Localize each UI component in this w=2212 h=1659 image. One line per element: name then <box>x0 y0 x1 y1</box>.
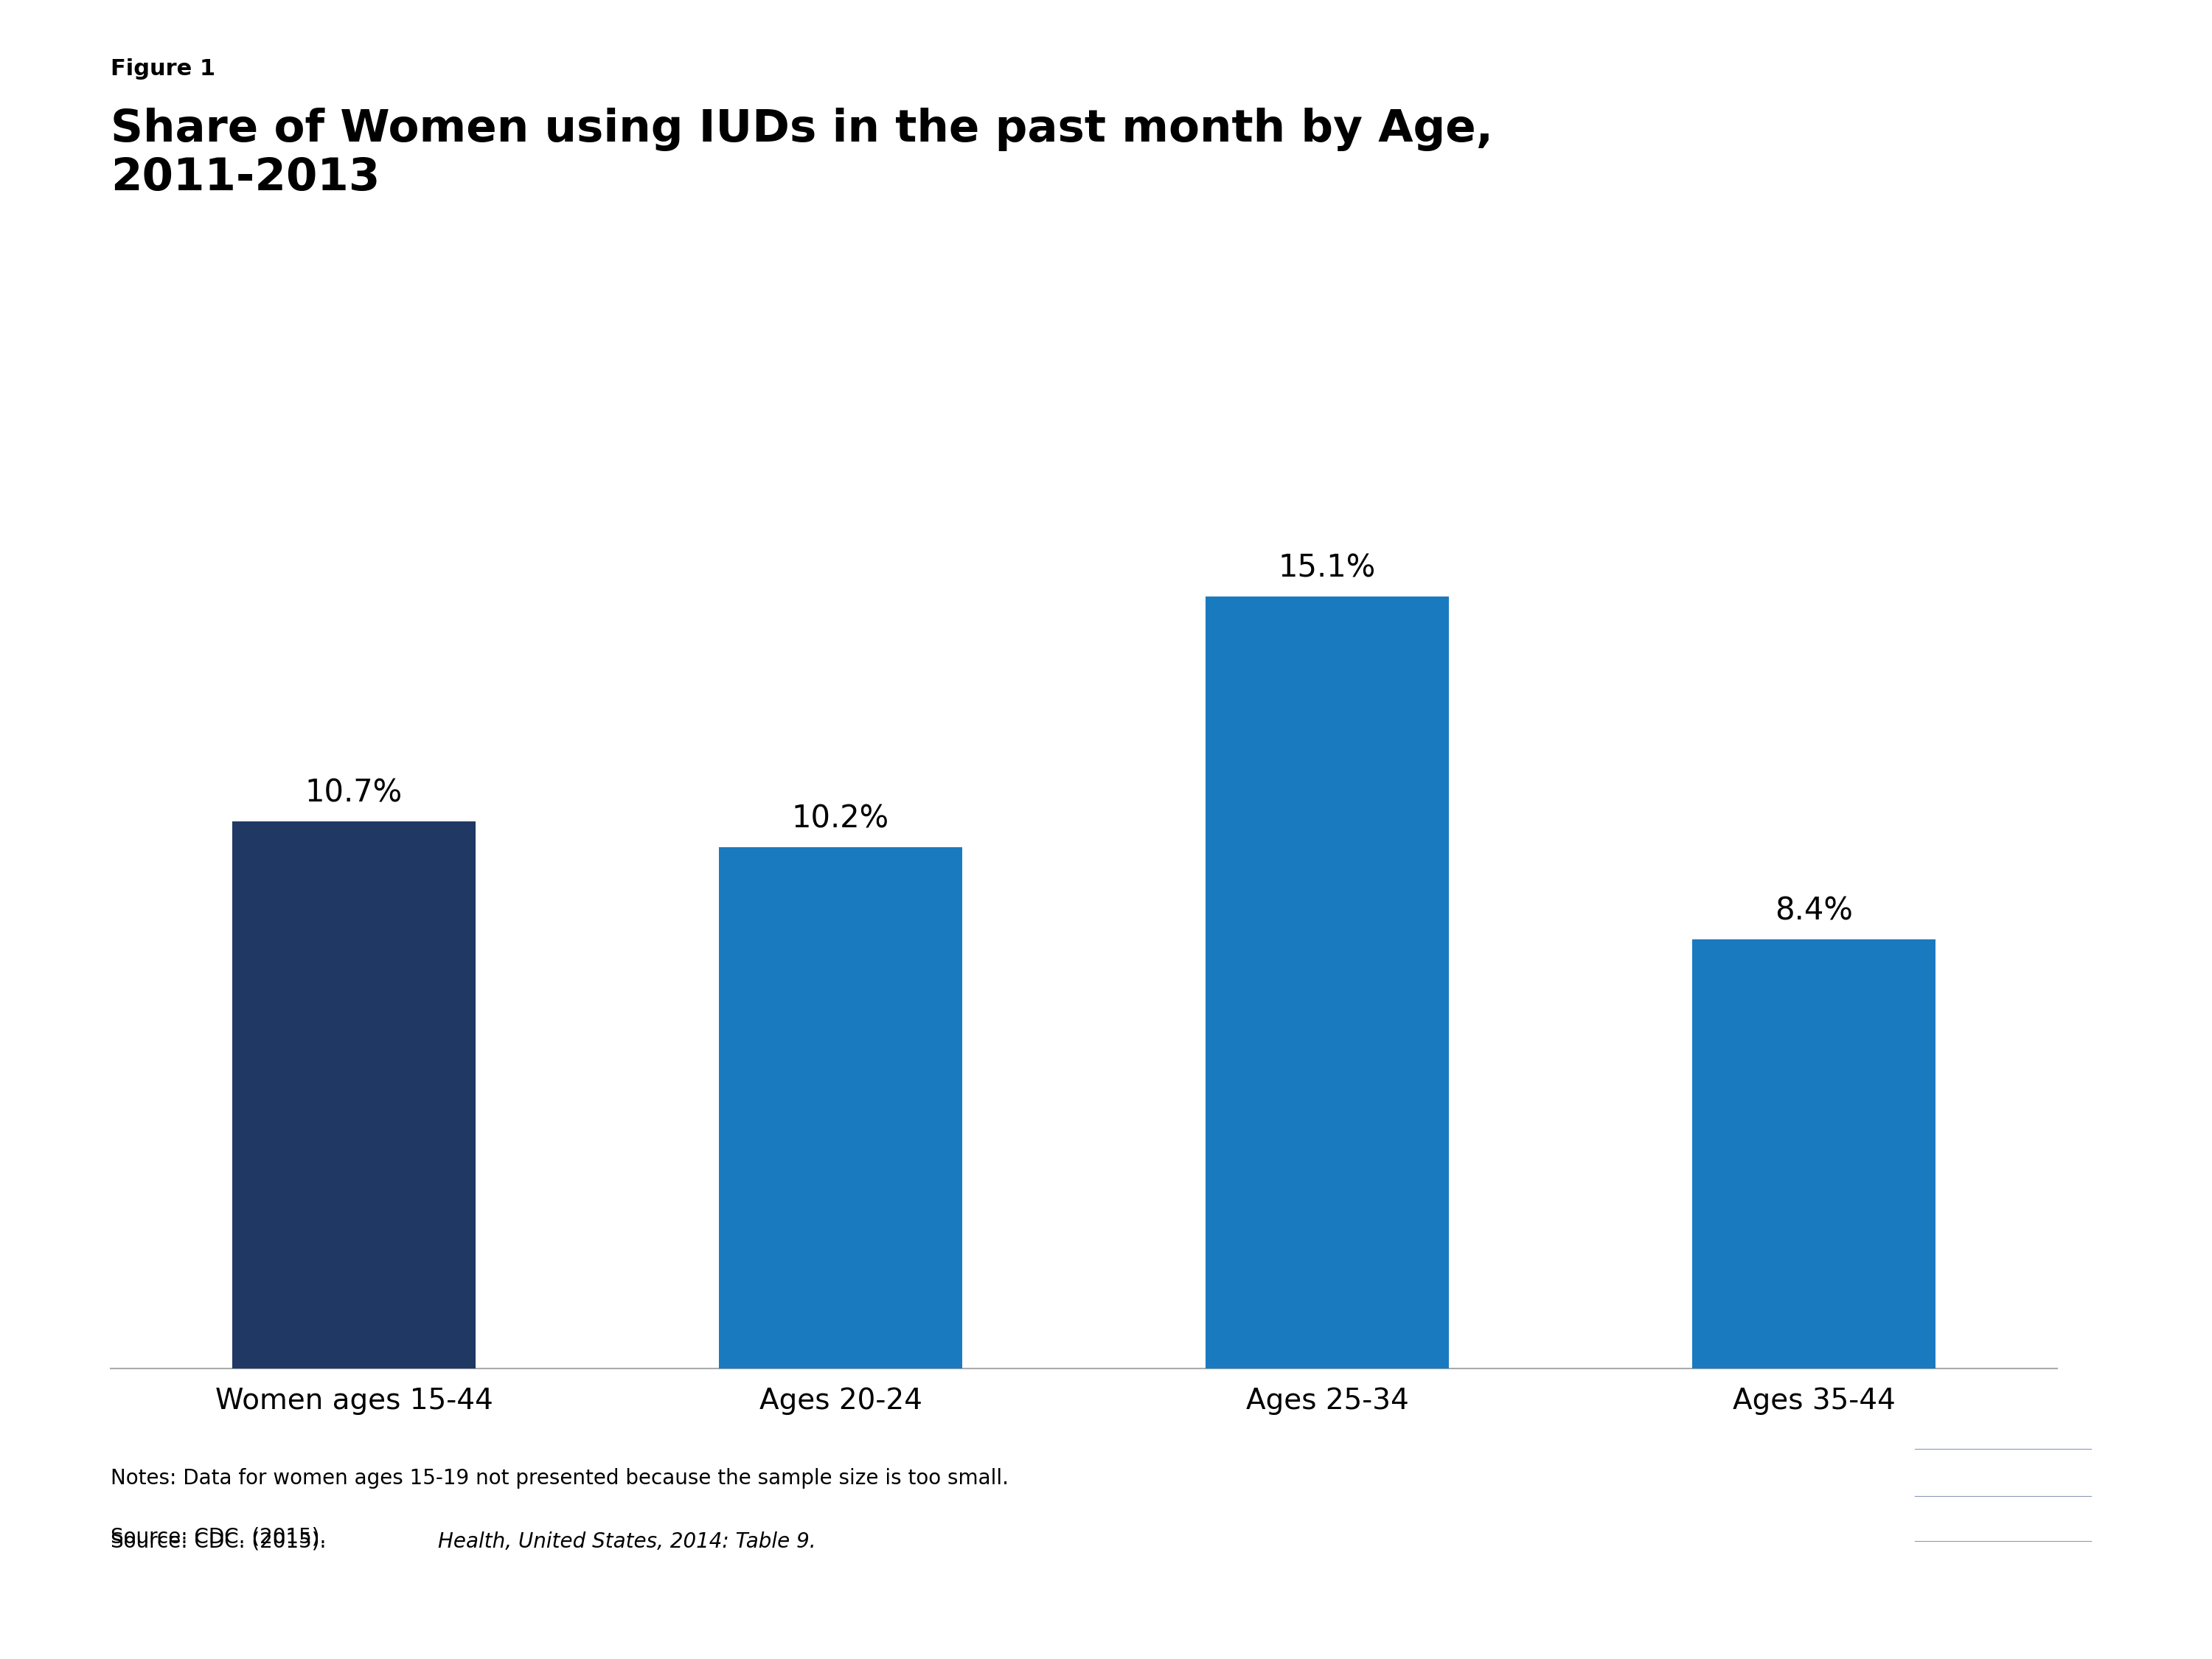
Text: THE HENRY J.: THE HENRY J. <box>1971 1417 2035 1427</box>
Bar <box>232 821 476 1369</box>
Bar <box>1206 596 1449 1369</box>
Text: KAISER: KAISER <box>1964 1460 2042 1478</box>
Text: Share of Women using IUDs in the past month by Age,
2011-2013: Share of Women using IUDs in the past mo… <box>111 108 1493 201</box>
Text: FOUNDATION: FOUNDATION <box>1971 1563 2035 1573</box>
Text: Source: CDC. (2015).: Source: CDC. (2015). <box>111 1531 332 1551</box>
Text: 10.2%: 10.2% <box>792 803 889 834</box>
Text: Health, United States, 2014: Table 9.: Health, United States, 2014: Table 9. <box>438 1531 816 1551</box>
Text: Figure 1: Figure 1 <box>111 58 215 80</box>
Text: 10.7%: 10.7% <box>305 778 403 808</box>
Bar <box>1692 939 1935 1369</box>
Text: FAMILY: FAMILY <box>1975 1511 2031 1525</box>
Text: 8.4%: 8.4% <box>1774 896 1854 926</box>
Text: Notes: Data for women ages 15-19 not presented because the sample size is too sm: Notes: Data for women ages 15-19 not pre… <box>111 1468 1009 1488</box>
Text: 15.1%: 15.1% <box>1279 552 1376 584</box>
Text: Source: CDC. (2015).: Source: CDC. (2015). <box>111 1526 332 1546</box>
Bar <box>719 846 962 1369</box>
